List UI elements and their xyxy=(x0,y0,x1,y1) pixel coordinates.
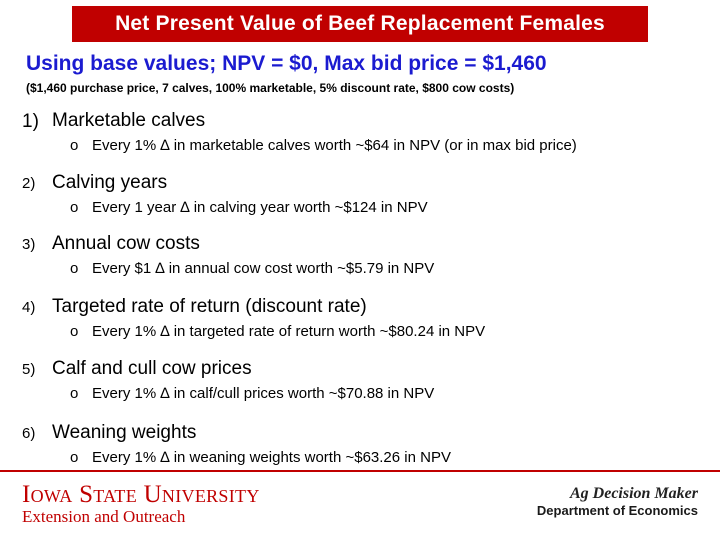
item-number: 4) xyxy=(22,299,36,316)
item-detail: Every 1% ∆ in calf/cull prices worth ~$7… xyxy=(92,385,435,402)
footer-divider xyxy=(0,470,720,472)
base-parameters: ($1,460 purchase price, 7 calves, 100% m… xyxy=(26,81,515,95)
bullet-icon: o xyxy=(70,199,79,216)
list-item: 2) Calving years o Every 1 year ∆ in calvi… xyxy=(22,172,428,216)
department-label: Department of Economics xyxy=(536,503,698,518)
extension-label: Extension and Outreach xyxy=(22,507,186,526)
bullet-icon: o xyxy=(70,385,79,402)
item-label: Calving years xyxy=(52,172,168,193)
item-label: Targeted rate of return (discount rate) xyxy=(52,296,367,317)
slide-title: Net Present Value of Beef Replacement Fe… xyxy=(72,6,648,42)
list-item: 5) Calf and cull cow prices o Every 1% ∆ i… xyxy=(22,358,434,402)
item-detail: Every 1 year ∆ in calving year worth ~$1… xyxy=(92,199,428,216)
list-item: 1) Marketable calves o Every 1% ∆ in marke… xyxy=(22,110,577,154)
item-number: 3) xyxy=(22,236,36,253)
university-logo-text: Iowa State University xyxy=(22,481,260,508)
bullet-icon: o xyxy=(70,260,79,277)
item-number: 6) xyxy=(22,425,36,442)
item-label: Calf and cull cow prices xyxy=(52,358,252,379)
list-item: 6) Weaning weights o Every 1% ∆ in weaning… xyxy=(22,422,451,466)
item-detail: Every 1% ∆ in targeted rate of return wo… xyxy=(92,323,486,340)
bullet-icon: o xyxy=(70,137,79,154)
brand-logo-text: Ag Decision Maker xyxy=(570,485,698,502)
item-label: Marketable calves xyxy=(52,110,206,131)
item-detail: Every 1% ∆ in weaning weights worth ~$63… xyxy=(92,449,451,466)
item-number: 2) xyxy=(22,175,36,192)
item-detail: Every 1% ∆ in marketable calves worth ~$… xyxy=(92,137,577,154)
item-label: Weaning weights xyxy=(52,422,197,443)
item-detail: Every $1 ∆ in annual cow cost worth ~$5.… xyxy=(92,260,435,277)
list-item: 3) Annual cow costs o Every $1 ∆ in annual… xyxy=(22,233,434,277)
bullet-icon: o xyxy=(70,323,79,340)
item-number: 1) xyxy=(22,111,39,132)
item-label: Annual cow costs xyxy=(52,233,200,254)
item-number: 5) xyxy=(22,361,36,378)
footer xyxy=(0,470,720,540)
list-item: 4) Targeted rate of return (discount rate… xyxy=(22,296,485,340)
slide-subtitle: Using base values; NPV = $0, Max bid pri… xyxy=(26,52,547,75)
bullet-icon: o xyxy=(70,449,79,466)
